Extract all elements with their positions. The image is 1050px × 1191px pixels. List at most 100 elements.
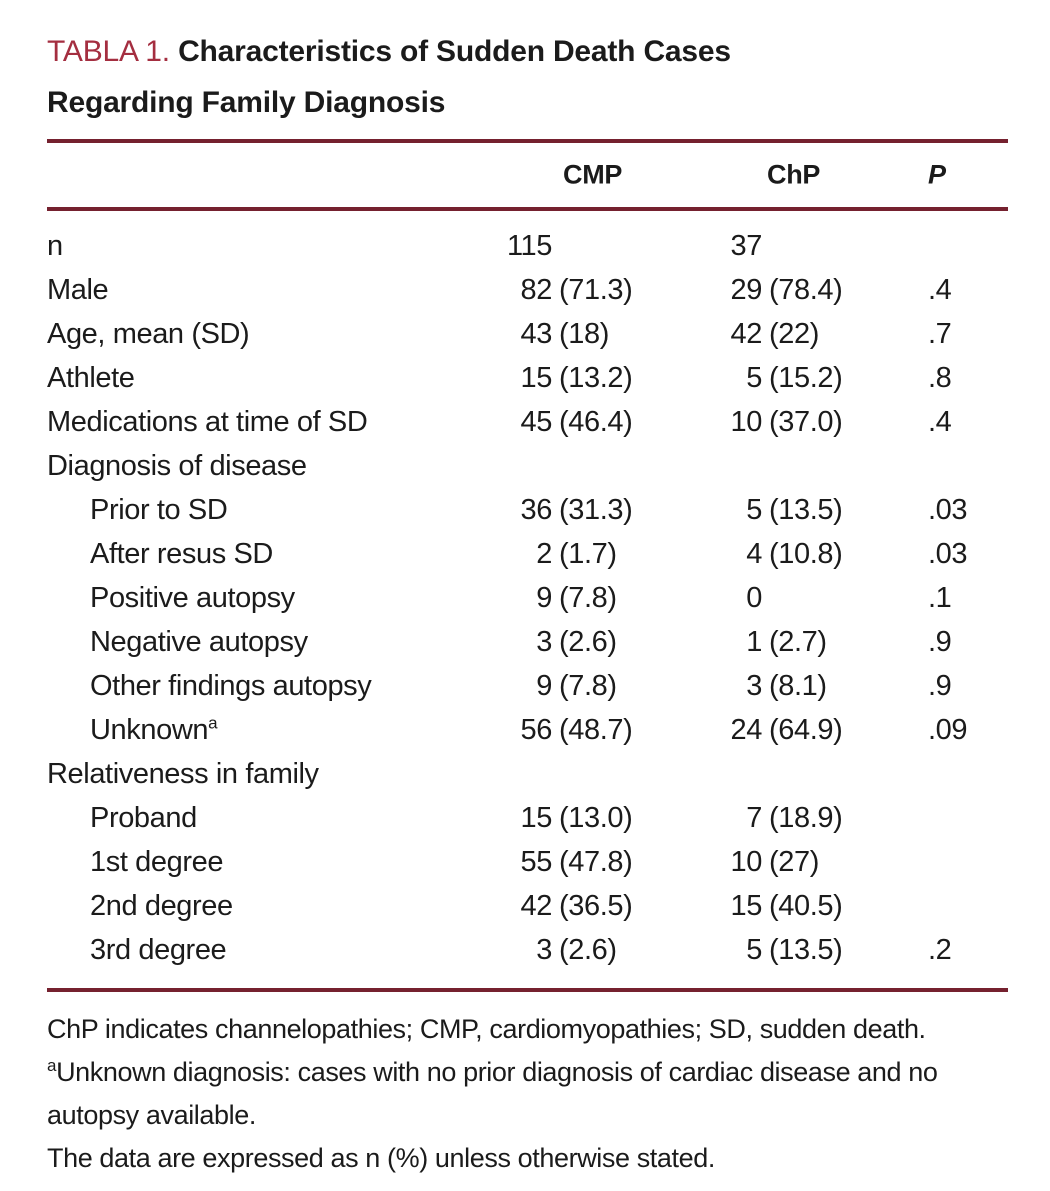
chp-pct: (22) (769, 317, 819, 350)
table-section-row: Relativeness in family (47, 752, 1008, 796)
footnote-abbreviations: ChP indicates channelopathies; CMP, card… (47, 1014, 926, 1044)
table-title: TABLA 1. Characteristics of Sudden Death… (47, 26, 982, 128)
cmp-value: 55 (520, 845, 553, 878)
column-header-p: P (928, 159, 946, 190)
chp-pct: (27) (769, 845, 819, 878)
cmp-value: 115 (506, 229, 552, 262)
chp-value: 1 (746, 625, 762, 658)
cmp-value: 9 (536, 581, 552, 614)
table-row: After resus SD 2 (1.7) 4 (10.8) .03 (47, 532, 1008, 576)
table-row: 2nd degree 42 (36.5) 15 (40.5) (47, 884, 1008, 928)
table-number: TABLA 1. (47, 35, 170, 68)
cmp-value: 45 (520, 405, 553, 438)
chp-pct: (37.0) (769, 405, 843, 438)
p-value: .2 (928, 933, 952, 966)
section-label: Diagnosis of disease (47, 449, 307, 482)
table-section-row: Diagnosis of disease (47, 444, 1008, 488)
table-row: Medications at time of SD 45 (46.4) 10 (… (47, 400, 1008, 444)
p-value: .4 (928, 405, 952, 438)
row-label: n (47, 229, 63, 262)
cmp-pct: (71.3) (559, 273, 633, 306)
row-label: 1st degree (90, 845, 224, 878)
cmp-pct: (2.6) (559, 625, 617, 658)
table-row: Other findings autopsy 9 (7.8) 3 (8.1) .… (47, 664, 1008, 708)
p-value: .1 (928, 581, 952, 614)
row-label: Athlete (47, 361, 135, 394)
row-label: 3rd degree (90, 933, 227, 966)
p-value: .7 (928, 317, 952, 350)
row-label: Negative autopsy (90, 625, 308, 658)
chp-value: 15 (730, 889, 763, 922)
chp-value: 5 (746, 361, 762, 394)
cmp-value: 15 (520, 361, 553, 394)
chp-value: 24 (730, 713, 763, 746)
cmp-pct: (13.0) (559, 801, 633, 834)
cmp-pct: (13.2) (559, 361, 633, 394)
footnote-marker-a: a (208, 712, 218, 732)
header-rule (47, 207, 1008, 211)
p-value: .03 (928, 493, 968, 526)
p-value: .8 (928, 361, 952, 394)
chp-value: 42 (730, 317, 763, 350)
chp-value: 3 (746, 669, 762, 702)
chp-value: 7 (746, 801, 762, 834)
chp-value: 29 (730, 273, 763, 306)
chp-value: 4 (746, 537, 762, 570)
row-label: Male (47, 273, 109, 306)
table-title-line1: Characteristics of Sudden Death Cases (178, 35, 731, 68)
cmp-value: 82 (520, 273, 553, 306)
footnote-data-note: The data are expressed as n (%) unless o… (47, 1143, 715, 1173)
cmp-pct: (7.8) (559, 669, 617, 702)
table-row: 3rd degree 3 (2.6) 5 (13.5) .2 (47, 928, 1008, 972)
table-row: 1st degree 55 (47.8) 10 (27) (47, 840, 1008, 884)
footnote-a-marker: a (47, 1056, 57, 1075)
chp-value: 10 (730, 405, 763, 438)
chp-pct: (13.5) (769, 493, 843, 526)
row-label: Proband (90, 801, 197, 834)
row-label: Medications at time of SD (47, 405, 368, 438)
chp-pct: (10.8) (769, 537, 843, 570)
row-label: Prior to SD (90, 493, 228, 526)
cmp-value: 56 (520, 713, 553, 746)
chp-value: 0 (746, 581, 762, 614)
cmp-value: 15 (520, 801, 553, 834)
table-title-line2: Regarding Family Diagnosis (47, 86, 446, 119)
table-row: Age, mean (SD) 43 (18) 42 (22) .7 (47, 312, 1008, 356)
row-label: Other findings autopsy (90, 669, 372, 702)
cmp-value: 36 (520, 493, 553, 526)
table-row: Positive autopsy 9 (7.8) 0 .1 (47, 576, 1008, 620)
cmp-pct: (31.3) (559, 493, 633, 526)
cmp-pct: (2.6) (559, 933, 617, 966)
table-row: Male 82 (71.3) 29 (78.4) .4 (47, 268, 1008, 312)
column-header-chp: ChP (767, 159, 821, 190)
p-value: .03 (928, 537, 968, 570)
table-row: Athlete 15 (13.2) 5 (15.2) .8 (47, 356, 1008, 400)
table-row: Prior to SD 36 (31.3) 5 (13.5) .03 (47, 488, 1008, 532)
footnote-a: aUnknown diagnosis: cases with no prior … (47, 1051, 1022, 1137)
row-label: Age, mean (SD) (47, 317, 250, 350)
cmp-value: 2 (536, 537, 552, 570)
cmp-pct: (18) (559, 317, 609, 350)
cmp-value: 42 (520, 889, 553, 922)
cmp-pct: (46.4) (559, 405, 633, 438)
chp-pct: (40.5) (769, 889, 843, 922)
table-row: Unknowna 56 (48.7) 24 (64.9) .09 (47, 708, 1008, 752)
chp-pct: (8.1) (769, 669, 827, 702)
chp-pct: (15.2) (769, 361, 843, 394)
cmp-pct: (47.8) (559, 845, 633, 878)
cmp-pct: (1.7) (559, 537, 617, 570)
p-value: .09 (928, 713, 968, 746)
table-row: n 115 37 (47, 224, 1008, 268)
table-row: Negative autopsy 3 (2.6) 1 (2.7) .9 (47, 620, 1008, 664)
table-body: n 115 37 Male 82 (71.3) 29 (78.4) .4 Age… (47, 211, 1008, 988)
chp-value: 37 (730, 229, 763, 262)
row-label: Unknowna (47, 714, 497, 747)
cmp-pct: (48.7) (559, 713, 633, 746)
table-footnotes: ChP indicates channelopathies; CMP, card… (47, 1008, 1022, 1180)
chp-value: 5 (746, 933, 762, 966)
chp-value: 5 (746, 493, 762, 526)
p-value: .9 (928, 669, 952, 702)
section-label: Relativeness in family (47, 757, 319, 790)
chp-pct: (13.5) (769, 933, 843, 966)
